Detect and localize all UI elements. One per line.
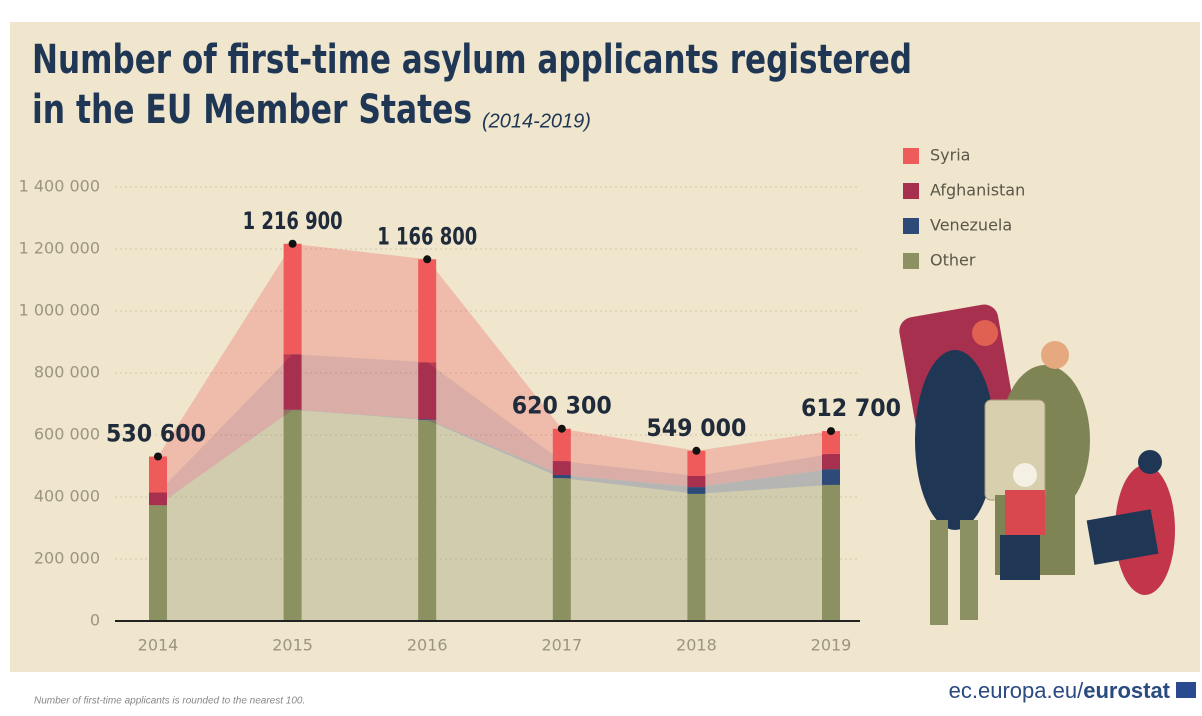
chart-title: in the EU Member States [32,87,472,133]
total-label: 1 216 900 [243,207,343,235]
source-site: ec.europa.eu/ [949,678,1084,703]
bar-segment [687,494,705,621]
source: ec.europa.eu/eurostat [949,678,1171,703]
y-tick-label: 200 000 [34,549,100,568]
x-tick-label: 2019 [811,636,852,655]
total-label: 530 600 [106,420,206,448]
x-tick-label: 2015 [272,636,313,655]
total-marker [692,447,700,455]
bar-segment [822,454,840,469]
bar-segment [687,476,705,487]
y-tick-label: 400 000 [34,487,100,506]
y-tick-label: 0 [90,611,100,630]
total-marker [827,427,835,435]
total-label: 620 300 [512,392,612,420]
legend-swatch [903,218,919,234]
y-tick-label: 1 400 000 [19,177,100,196]
bar-segment [553,461,571,475]
bar-segment [418,362,436,419]
bar-segment [284,244,302,354]
legend-label: Other [930,251,976,270]
bar-segment [822,469,840,485]
bar-segment [418,259,436,362]
total-label: 549 000 [646,414,746,442]
x-tick-label: 2018 [676,636,717,655]
x-tick-label: 2016 [407,636,448,655]
bar-segment [553,478,571,621]
y-tick-label: 1 000 000 [19,301,100,320]
total-label: 1 166 800 [377,222,477,250]
total-marker [289,240,297,248]
total-label: 612 700 [801,394,901,422]
y-tick-label: 600 000 [34,425,100,444]
x-tick-label: 2014 [138,636,179,655]
logo [1176,682,1196,698]
x-tick-label: 2017 [541,636,582,655]
chart-subtitle: (2014-2019) [482,110,591,132]
bar-segment [418,420,436,621]
legend-label: Afghanistan [930,181,1025,200]
bar-segment [149,505,167,621]
bar-segment [553,429,571,461]
bar-segment [284,410,302,621]
y-tick-label: 1 200 000 [19,239,100,258]
y-tick-label: 800 000 [34,363,100,382]
bar-segment [149,457,167,493]
chart-title: Number of first-time asylum applicants r… [32,37,912,83]
bar-segment [149,493,167,506]
legend-swatch [903,148,919,164]
legend-swatch [903,183,919,199]
bar-segment [687,487,705,494]
total-marker [423,255,431,263]
footer-note: Number of first-time applicants is round… [34,696,305,707]
bar-segment [822,485,840,621]
total-marker [154,453,162,461]
total-marker [558,425,566,433]
bar-segment [284,354,302,410]
legend-swatch [903,253,919,269]
legend-label: Venezuela [930,216,1012,235]
source-brand: eurostat [1083,678,1170,703]
legend-label: Syria [930,146,970,165]
